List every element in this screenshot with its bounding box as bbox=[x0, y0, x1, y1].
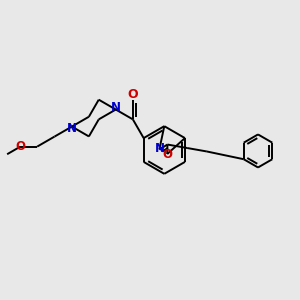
Text: N: N bbox=[155, 142, 165, 155]
Text: O: O bbox=[15, 140, 25, 153]
Text: O: O bbox=[162, 148, 172, 161]
Text: N: N bbox=[111, 101, 121, 114]
Text: N: N bbox=[67, 122, 77, 135]
Text: O: O bbox=[128, 88, 138, 101]
